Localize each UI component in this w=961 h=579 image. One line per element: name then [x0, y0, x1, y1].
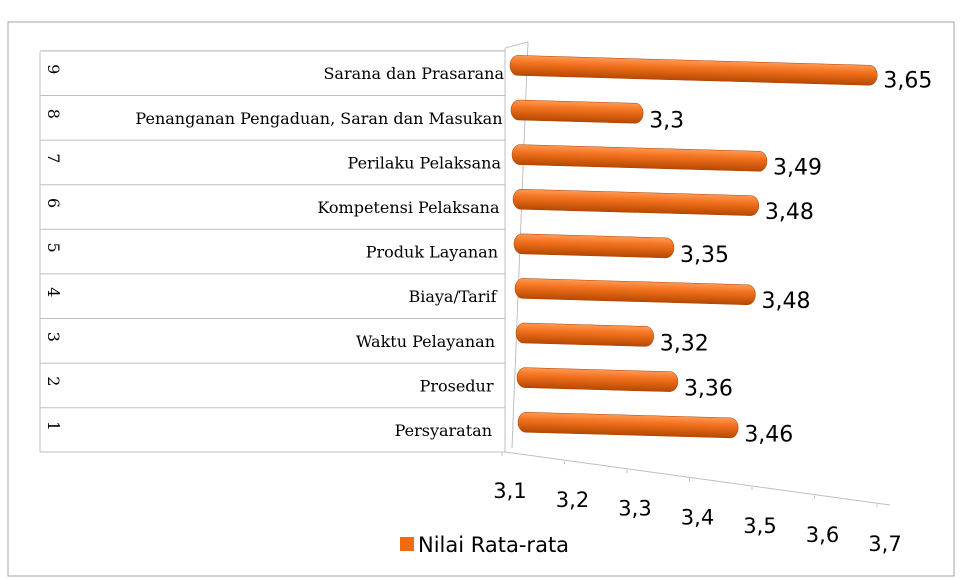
value-label: 3,35 [680, 243, 729, 268]
category-number: 8 [44, 109, 63, 119]
category-label: Penanganan Pengaduan, Saran dan Masukan [135, 109, 502, 128]
category-number: 1 [44, 421, 63, 431]
bar [515, 322, 654, 347]
category-number: 6 [44, 198, 63, 208]
category-label: Persyaratan [395, 421, 492, 440]
value-label: 3,3 [649, 108, 684, 133]
category-label: Kompetensi Pelaksana [317, 198, 500, 217]
value-label: 3,49 [773, 156, 822, 181]
bar [514, 278, 756, 305]
bar [510, 99, 644, 124]
category-number: 3 [44, 332, 63, 342]
legend-label: Nilai Rata-rata [418, 533, 569, 557]
category-label: Biaya/Tarif [408, 287, 497, 306]
bar [516, 367, 679, 392]
bar [512, 188, 760, 216]
value-label: 3,46 [744, 422, 793, 447]
legend-swatch [400, 537, 414, 551]
x-tick-label: 3,5 [743, 514, 776, 538]
category-number: 7 [44, 153, 63, 163]
x-tick-label: 3,1 [493, 479, 526, 503]
value-label: 3,48 [765, 200, 814, 225]
x-tick-label: 3,4 [681, 505, 714, 529]
x-tick-label: 3,2 [556, 488, 589, 512]
value-label: 3,36 [684, 377, 733, 402]
value-label: 3,65 [883, 69, 932, 94]
category-number: 4 [44, 287, 63, 297]
bar [511, 144, 768, 172]
category-label: Perilaku Pelaksana [348, 153, 502, 172]
bar [509, 55, 878, 86]
category-label: Waktu Pelayanan [356, 332, 495, 351]
bar [517, 411, 739, 439]
category-number: 5 [44, 243, 63, 253]
x-tick-label: 3,6 [806, 523, 839, 547]
category-label: Sarana dan Prasarana [323, 64, 504, 83]
x-tick-label: 3,3 [618, 497, 651, 521]
value-label: 3,32 [660, 332, 709, 357]
x-tick-label: 3,7 [868, 532, 901, 556]
chart-border [7, 21, 955, 577]
category-number: 2 [44, 376, 63, 386]
bar [513, 233, 675, 259]
category-label: Prosedur [420, 376, 494, 395]
category-number: 9 [44, 64, 63, 74]
category-label: Produk Layanan [366, 243, 498, 262]
value-label: 3,48 [762, 289, 811, 314]
